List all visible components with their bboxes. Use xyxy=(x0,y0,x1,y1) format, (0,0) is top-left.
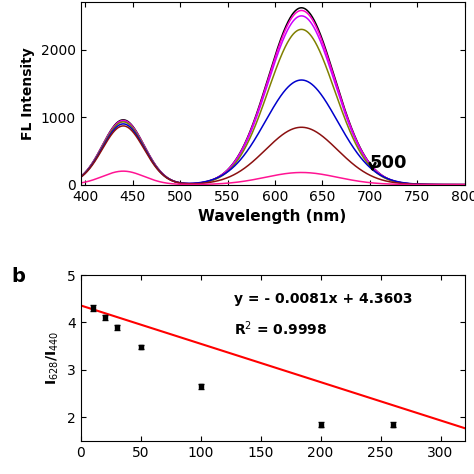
Text: y = - 0.0081x + 4.3603: y = - 0.0081x + 4.3603 xyxy=(234,292,413,306)
X-axis label: Wavelength (nm): Wavelength (nm) xyxy=(199,209,346,224)
Text: R$^2$ = 0.9998: R$^2$ = 0.9998 xyxy=(234,320,328,338)
Text: b: b xyxy=(11,267,25,286)
Y-axis label: FL Intensity: FL Intensity xyxy=(21,47,35,140)
Y-axis label: I$_{628}$/I$_{440}$: I$_{628}$/I$_{440}$ xyxy=(45,331,62,385)
Text: 500: 500 xyxy=(370,154,407,172)
